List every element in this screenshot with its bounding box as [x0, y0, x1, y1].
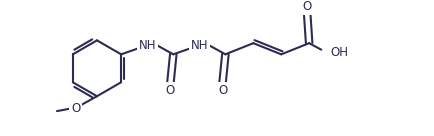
Text: OH: OH	[330, 46, 348, 59]
Text: O: O	[217, 84, 227, 97]
Text: O: O	[302, 0, 311, 13]
Text: NH: NH	[190, 38, 207, 52]
Text: O: O	[165, 84, 175, 97]
Text: O: O	[71, 102, 80, 115]
Text: NH: NH	[138, 38, 156, 52]
